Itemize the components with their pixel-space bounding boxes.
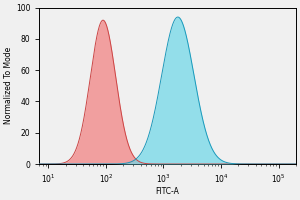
Y-axis label: Normalized To Mode: Normalized To Mode: [4, 47, 13, 124]
X-axis label: FITC-A: FITC-A: [156, 187, 180, 196]
